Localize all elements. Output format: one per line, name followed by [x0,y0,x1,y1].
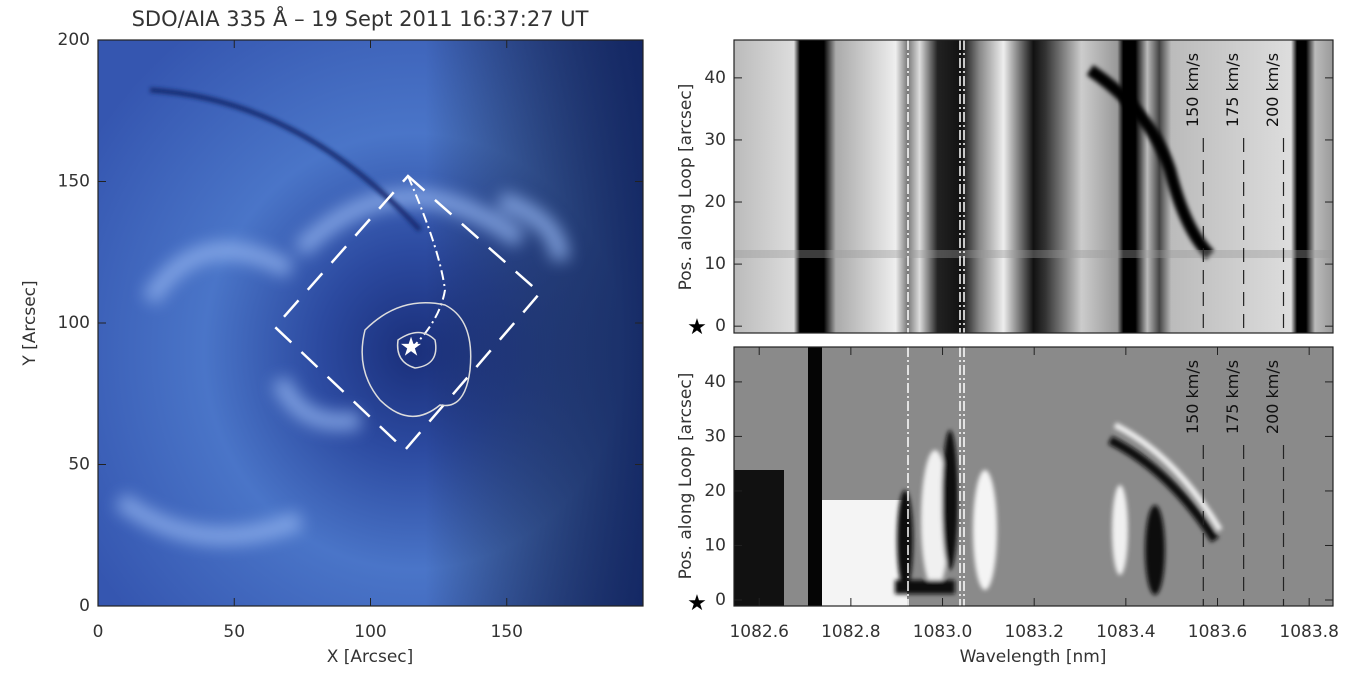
x-tick-label: 1083.4 [1096,622,1155,642]
velocity-label: 150 km/s [1183,53,1202,127]
y-axis-label: Pos. along Loop [arcsec] [676,84,696,291]
spectrum-top [734,40,1333,333]
x-tick-label: 1083.0 [913,622,972,642]
x-tick-label: 50 [223,622,245,642]
x-tick-label: 1083.2 [1004,622,1063,642]
star-marker: ★ [687,591,707,616]
y-tick-label: 40 [704,372,726,392]
y-tick-label: 0 [715,590,726,610]
x-tick-label: 100 [354,622,386,642]
sdo-image: ★ [98,40,643,606]
spectrum-bottom [734,347,1333,606]
y-tick-label: 50 [68,455,90,475]
y-tick-label: 0 [79,596,90,616]
y-axis-label: Y [Arcsec] [20,280,40,366]
y-tick-label: 30 [704,130,726,150]
y-tick-label: 10 [704,254,726,274]
x-tick-label: 1083.6 [1188,622,1247,642]
velocity-label: 150 km/s [1183,360,1202,434]
x-tick-label: 0 [93,622,104,642]
chart-title: SDO/AIA 335 Å – 19 Sept 2011 16:37:27 UT [132,5,589,31]
x-tick-label: 1082.8 [821,622,880,642]
y-tick-label: 20 [704,192,726,212]
velocity-label: 175 km/s [1223,360,1242,434]
y-tick-label: 100 [58,313,90,333]
velocity-label: 200 km/s [1263,360,1282,434]
reference-lines [907,40,965,606]
x-tick-label: 150 [491,622,523,642]
y-tick-label: 10 [704,535,726,555]
y-axis-label: Pos. along Loop [arcsec] [676,373,696,580]
y-tick-label: 200 [58,30,90,50]
x-tick-label: 1082.6 [729,622,788,642]
y-tick-label: 20 [704,481,726,501]
star-marker: ★ [399,333,422,363]
y-tick-label: 30 [704,426,726,446]
star-marker: ★ [687,315,707,340]
velocity-label: 200 km/s [1263,53,1282,127]
velocity-label: 175 km/s [1223,53,1242,127]
y-tick-label: 40 [704,68,726,88]
y-tick-label: 0 [715,316,726,336]
x-axis-label: X [Arcsec] [327,647,414,667]
y-tick-label: 150 [58,172,90,192]
x-tick-label: 1083.8 [1279,622,1338,642]
x-axis-label: Wavelength [nm] [960,647,1107,667]
